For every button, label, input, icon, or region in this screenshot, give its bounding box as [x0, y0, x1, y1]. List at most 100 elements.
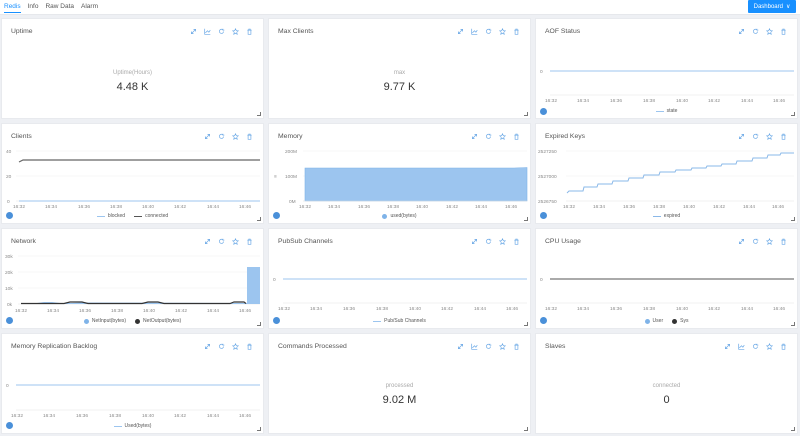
chart-legend: NetInput(bytes) NetOutput(bytes)	[2, 318, 263, 324]
tab-redis[interactable]: Redis	[4, 3, 21, 13]
resize-handle[interactable]	[257, 322, 261, 326]
tab-info[interactable]: Info	[27, 3, 39, 10]
delete-icon[interactable]	[245, 237, 253, 245]
resize-handle[interactable]	[791, 427, 795, 431]
star-icon[interactable]	[765, 27, 773, 35]
expand-icon[interactable]	[189, 27, 197, 35]
refresh-icon[interactable]	[217, 27, 225, 35]
chart-action-button[interactable]	[6, 422, 13, 429]
tab-raw-data[interactable]: Raw Data	[45, 3, 75, 10]
legend-item-pubsub[interactable]: Pub/Sub Channels	[373, 318, 426, 324]
resize-handle[interactable]	[791, 322, 795, 326]
chart-action-button[interactable]	[540, 108, 547, 115]
expand-icon[interactable]	[723, 342, 731, 350]
star-icon[interactable]	[231, 27, 239, 35]
chart-action-button[interactable]	[273, 317, 280, 324]
star-icon[interactable]	[231, 132, 239, 140]
line-chart-icon[interactable]	[203, 27, 211, 35]
svg-text:16:38: 16:38	[643, 306, 655, 312]
line-chart-icon[interactable]	[737, 342, 745, 350]
expand-icon[interactable]	[737, 237, 745, 245]
panel-header: Memory Replication Backlog	[2, 334, 263, 361]
refresh-icon[interactable]	[751, 342, 759, 350]
legend-item-sys[interactable]: Sys	[672, 318, 688, 324]
delete-icon[interactable]	[512, 27, 520, 35]
legend-item-netinput[interactable]: NetInput(bytes)	[83, 318, 126, 324]
delete-icon[interactable]	[245, 132, 253, 140]
refresh-icon[interactable]	[217, 132, 225, 140]
expand-icon[interactable]	[737, 27, 745, 35]
legend-item-blocked[interactable]: blocked	[96, 213, 125, 219]
legend-item-expired[interactable]: expired	[652, 213, 680, 219]
svg-text:16:44: 16:44	[475, 204, 487, 210]
legend-item-netoutput[interactable]: NetOutput(bytes)	[135, 318, 181, 324]
refresh-icon[interactable]	[484, 342, 492, 350]
delete-icon[interactable]	[245, 342, 253, 350]
resize-handle[interactable]	[524, 112, 528, 116]
delete-icon[interactable]	[512, 237, 520, 245]
delete-icon[interactable]	[512, 132, 520, 140]
resize-handle[interactable]	[524, 322, 528, 326]
line-chart-icon[interactable]	[470, 342, 478, 350]
expand-icon[interactable]	[203, 132, 211, 140]
delete-icon[interactable]	[779, 237, 787, 245]
delete-icon[interactable]	[245, 27, 253, 35]
legend-item-user[interactable]: User	[644, 318, 663, 324]
svg-text:0M: 0M	[289, 199, 296, 205]
star-icon[interactable]	[765, 342, 773, 350]
line-chart-icon[interactable]	[470, 27, 478, 35]
legend-item-used[interactable]: Used(bytes)	[113, 423, 151, 429]
delete-icon[interactable]	[779, 342, 787, 350]
expand-icon[interactable]	[456, 342, 464, 350]
dashboard-dropdown-button[interactable]: Dashboard ∨	[748, 0, 796, 13]
resize-handle[interactable]	[257, 217, 261, 221]
star-icon[interactable]	[231, 342, 239, 350]
x-axis-labels: 16:32 16:34 16:36 16:38 16:40 16:42 16:44 16:46	[545, 98, 785, 104]
delete-icon[interactable]	[512, 342, 520, 350]
resize-handle[interactable]	[524, 427, 528, 431]
legend-item[interactable]: state	[655, 108, 677, 114]
expand-icon[interactable]	[737, 132, 745, 140]
delete-icon[interactable]	[779, 27, 787, 35]
star-icon[interactable]	[498, 237, 506, 245]
resize-handle[interactable]	[791, 112, 795, 116]
resize-handle[interactable]	[791, 217, 795, 221]
expand-icon[interactable]	[203, 342, 211, 350]
refresh-icon[interactable]	[751, 27, 759, 35]
svg-text:16:44: 16:44	[741, 306, 753, 312]
chart-action-button[interactable]	[6, 212, 13, 219]
refresh-icon[interactable]	[751, 237, 759, 245]
refresh-icon[interactable]	[217, 342, 225, 350]
refresh-icon[interactable]	[484, 237, 492, 245]
star-icon[interactable]	[498, 132, 506, 140]
resize-handle[interactable]	[257, 112, 261, 116]
expand-icon[interactable]	[203, 237, 211, 245]
refresh-icon[interactable]	[484, 27, 492, 35]
refresh-icon[interactable]	[751, 132, 759, 140]
svg-text:16:36: 16:36	[610, 98, 622, 104]
tab-alarm[interactable]: Alarm	[81, 3, 98, 10]
chart-action-button[interactable]	[540, 317, 547, 324]
chart-action-button[interactable]	[540, 212, 547, 219]
star-icon[interactable]	[765, 237, 773, 245]
star-icon[interactable]	[765, 132, 773, 140]
svg-text:0: 0	[273, 277, 276, 283]
expand-icon[interactable]	[470, 132, 478, 140]
star-icon[interactable]	[498, 27, 506, 35]
resize-handle[interactable]	[524, 217, 528, 221]
legend-item-connected[interactable]: connected	[134, 213, 168, 219]
star-icon[interactable]	[231, 237, 239, 245]
star-icon[interactable]	[498, 342, 506, 350]
expand-icon[interactable]	[470, 237, 478, 245]
svg-text:10k: 10k	[5, 286, 13, 292]
resize-handle[interactable]	[257, 427, 261, 431]
refresh-icon[interactable]	[484, 132, 492, 140]
refresh-icon[interactable]	[217, 237, 225, 245]
legend-dot-icon	[644, 318, 650, 324]
expand-icon[interactable]	[456, 27, 464, 35]
chart-action-button[interactable]	[6, 317, 13, 324]
delete-icon[interactable]	[779, 132, 787, 140]
chart-action-button[interactable]	[273, 212, 280, 219]
panel-tools	[470, 132, 520, 140]
legend-item-used[interactable]: used(bytes)	[382, 213, 417, 219]
